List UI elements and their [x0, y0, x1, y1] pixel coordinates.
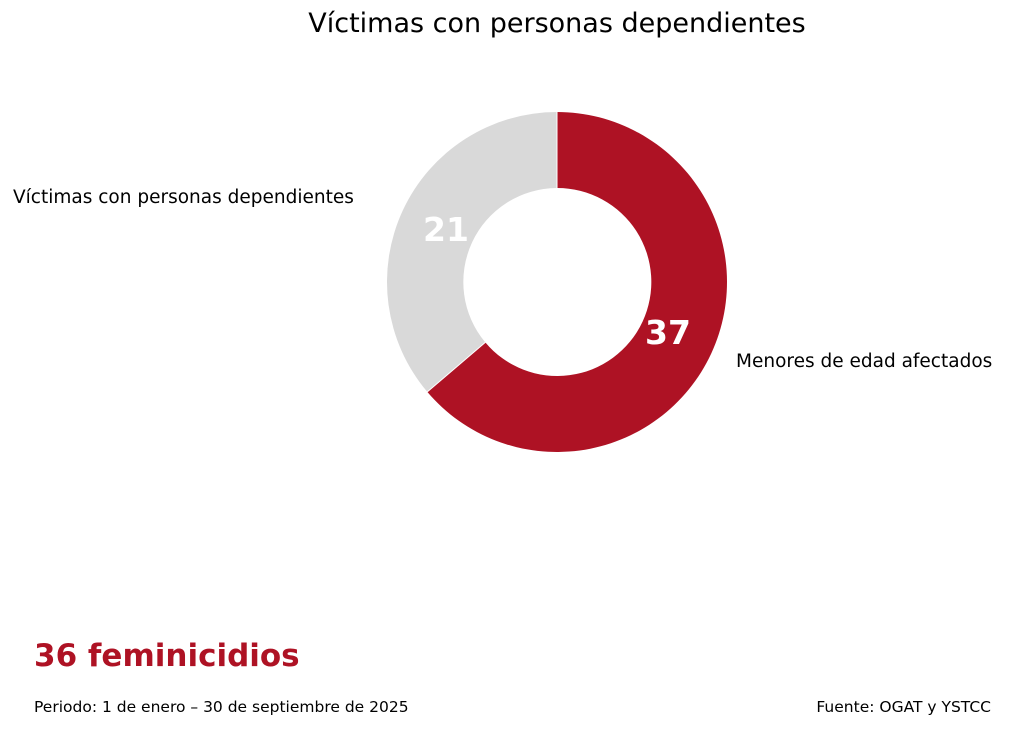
slice-menores — [427, 112, 727, 453]
value-label-red: 37 — [645, 313, 691, 352]
value-label-gray: 21 — [423, 210, 469, 249]
category-label-menores: Menores de edad afectados — [736, 351, 993, 372]
source-note: Fuente: OGAT y YSTCC — [816, 698, 991, 716]
category-label-victimas: Víctimas con personas dependientes — [13, 187, 354, 208]
period-note: Periodo: 1 de enero – 30 de septiembre d… — [34, 698, 409, 716]
chart-title: Víctimas con personas dependientes — [308, 8, 806, 39]
headline-total: 36 feminicidios — [34, 638, 300, 674]
slice-victimas — [386, 112, 557, 392]
